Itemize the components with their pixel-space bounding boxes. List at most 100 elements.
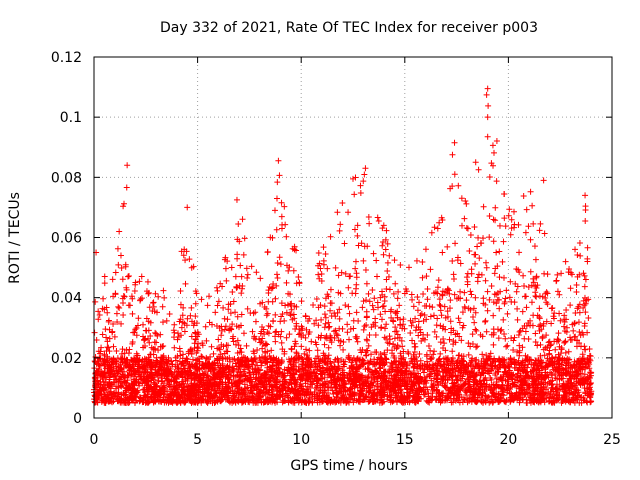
data-point xyxy=(283,334,290,341)
data-point xyxy=(350,317,357,324)
data-point xyxy=(137,296,144,303)
data-point xyxy=(159,319,166,326)
data-point xyxy=(532,330,539,337)
data-point xyxy=(492,204,499,211)
data-point xyxy=(483,328,490,335)
data-point xyxy=(543,318,550,325)
data-point xyxy=(391,335,398,342)
data-point xyxy=(505,363,512,370)
data-point xyxy=(473,327,480,334)
data-point xyxy=(345,284,352,291)
data-point xyxy=(397,261,404,268)
data-point xyxy=(385,381,392,388)
data-point xyxy=(315,262,322,269)
data-point xyxy=(297,330,304,337)
data-point xyxy=(374,356,381,363)
data-point xyxy=(536,327,543,334)
data-point xyxy=(510,346,517,353)
data-point xyxy=(472,294,479,301)
data-point xyxy=(501,274,508,281)
data-point xyxy=(115,389,122,396)
data-point xyxy=(333,331,340,338)
data-point xyxy=(177,316,184,323)
data-point xyxy=(192,313,199,320)
data-point xyxy=(576,301,583,308)
data-point xyxy=(358,240,365,247)
data-point xyxy=(345,355,352,362)
data-point xyxy=(520,192,527,199)
data-point xyxy=(325,319,332,326)
data-point xyxy=(306,347,313,354)
data-point xyxy=(531,243,538,250)
data-point xyxy=(400,316,407,323)
data-point xyxy=(393,328,400,335)
data-point xyxy=(392,280,399,287)
data-point xyxy=(327,360,334,367)
data-point xyxy=(468,266,475,273)
data-point xyxy=(544,355,551,362)
data-point xyxy=(483,352,490,359)
data-point xyxy=(434,367,441,374)
data-point xyxy=(351,226,358,233)
data-point xyxy=(321,311,328,318)
data-point xyxy=(93,336,100,343)
data-point xyxy=(259,345,266,352)
data-point xyxy=(489,358,496,365)
data-point xyxy=(470,305,477,312)
data-point xyxy=(576,240,583,247)
data-point xyxy=(221,350,228,357)
data-point xyxy=(421,336,428,343)
data-point xyxy=(565,269,572,276)
data-point xyxy=(140,321,147,328)
data-point xyxy=(520,272,527,279)
data-point xyxy=(225,301,232,308)
data-point xyxy=(185,391,192,398)
data-point xyxy=(393,345,400,352)
data-point xyxy=(252,376,259,383)
data-point xyxy=(559,365,566,372)
data-point xyxy=(482,301,489,308)
data-point xyxy=(516,342,523,349)
data-point xyxy=(572,309,579,316)
data-point xyxy=(493,249,500,256)
data-point xyxy=(125,273,132,280)
data-point xyxy=(436,301,443,308)
data-point xyxy=(264,310,271,317)
data-point xyxy=(409,337,416,344)
data-point xyxy=(121,200,128,207)
data-point xyxy=(240,362,247,369)
data-point xyxy=(362,267,369,274)
data-point xyxy=(482,259,489,266)
data-point xyxy=(185,348,192,355)
data-point xyxy=(390,290,397,297)
data-point xyxy=(328,363,335,370)
data-point xyxy=(417,365,424,372)
data-point xyxy=(544,380,551,387)
data-point xyxy=(118,350,125,357)
data-point xyxy=(146,339,153,346)
data-point xyxy=(534,312,541,319)
data-point xyxy=(321,324,328,331)
data-point xyxy=(324,265,331,272)
data-point xyxy=(446,287,453,294)
data-point xyxy=(211,367,218,374)
data-point xyxy=(480,355,487,362)
data-point xyxy=(174,353,181,360)
data-point xyxy=(556,361,563,368)
data-point xyxy=(457,295,464,302)
data-point xyxy=(274,275,281,282)
data-point xyxy=(555,330,562,337)
data-point xyxy=(540,346,547,353)
data-point xyxy=(472,159,479,166)
data-point xyxy=(577,252,584,259)
data-point xyxy=(327,233,334,240)
data-point xyxy=(578,394,585,401)
data-point xyxy=(530,380,537,387)
data-point xyxy=(141,336,148,343)
data-point xyxy=(384,240,391,247)
data-point xyxy=(534,342,541,349)
data-point xyxy=(492,384,499,391)
data-point xyxy=(286,358,293,365)
data-point xyxy=(161,380,168,387)
data-point xyxy=(529,322,536,329)
